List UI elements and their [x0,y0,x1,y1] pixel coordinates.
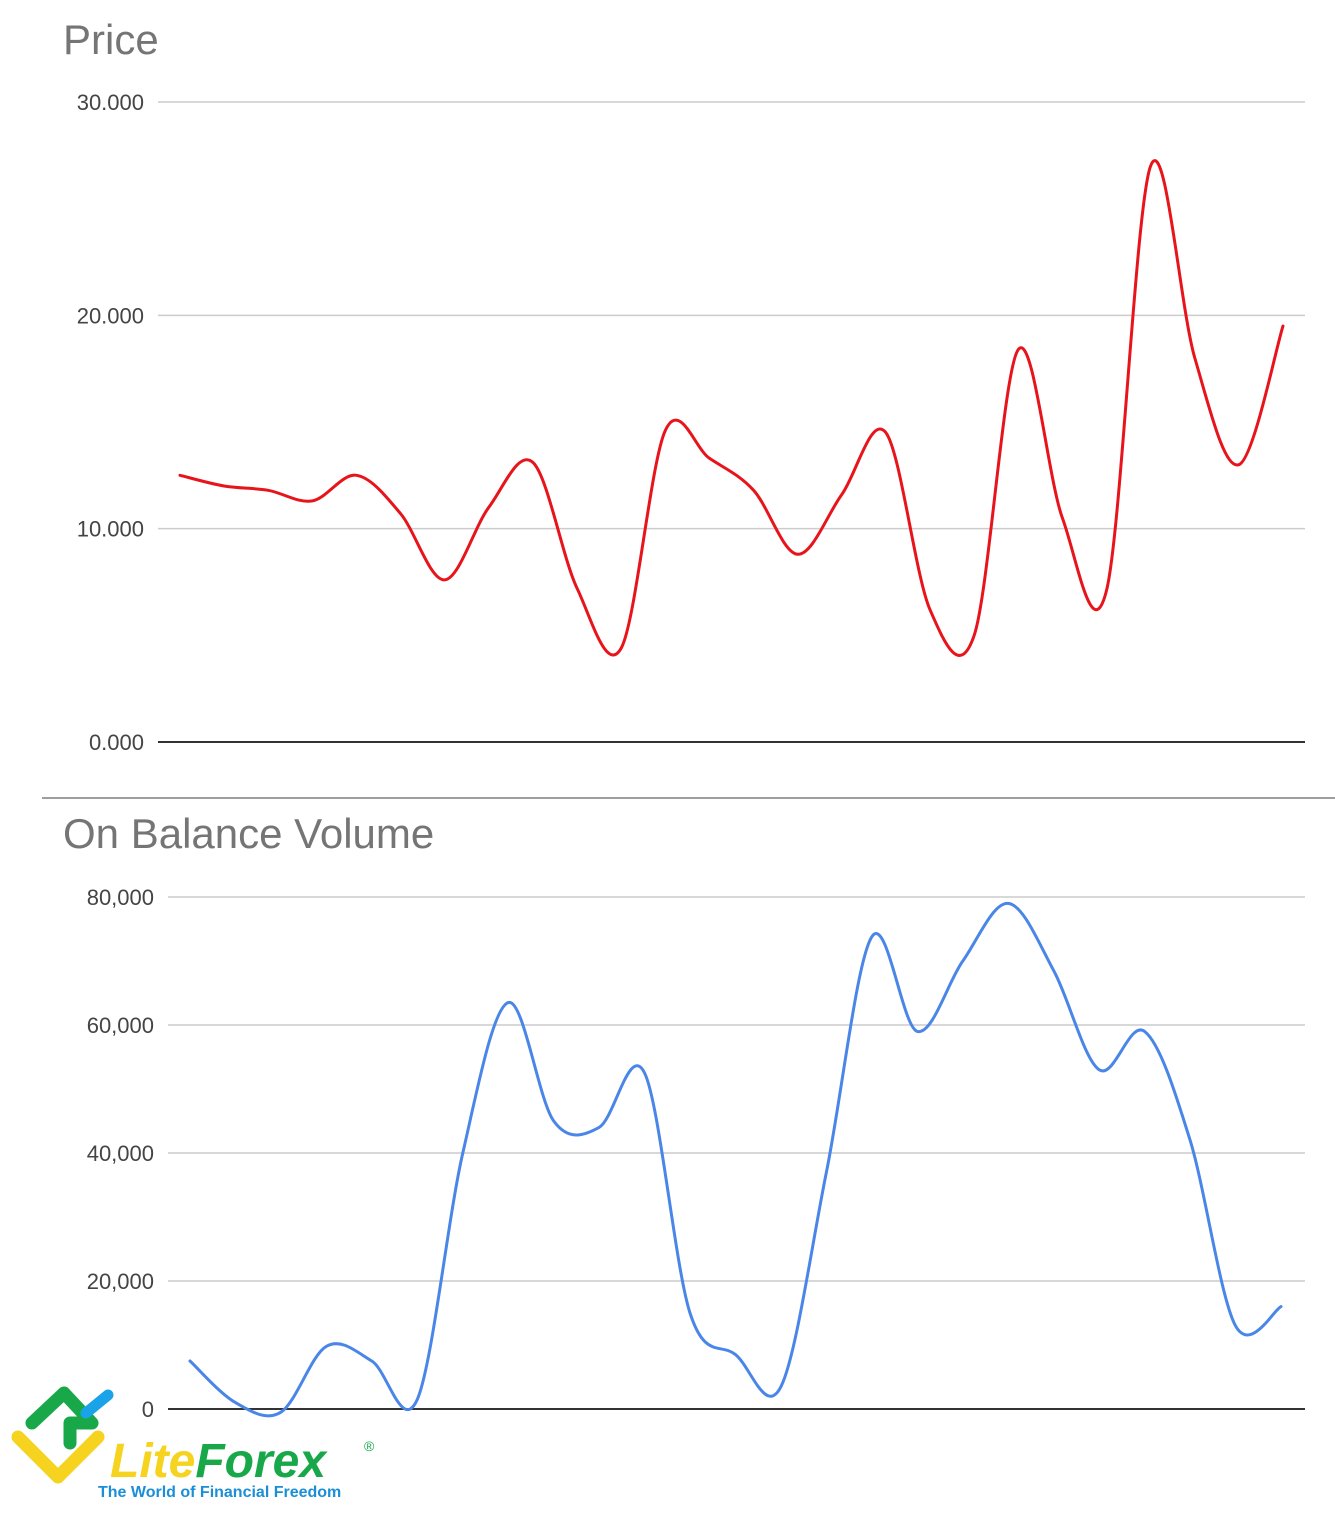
y-tick-label: 0.000 [89,730,144,755]
logo-tagline: The World of Financial Freedom [98,1484,341,1501]
y-tick-label: 0 [142,1397,154,1422]
obv-line [188,901,1283,1418]
logo-mark-icon [11,1386,114,1484]
logo-brand-part1: Lite [110,1435,195,1488]
y-tick-label: 20,000 [87,1269,154,1294]
chart-divider [42,797,1335,799]
logo-registered: ® [364,1438,375,1454]
liteforex-logo: LiteForex ® The World of Financial Freed… [11,1386,375,1501]
y-tick-label: 10.000 [77,517,144,542]
price-line [178,159,1285,657]
svg-text:LiteForex: LiteForex [110,1435,328,1488]
price-chart-title: Price [63,16,159,63]
y-tick-label: 20.000 [77,303,144,328]
logo-brand-part2: Forex [195,1435,328,1488]
y-tick-label: 80,000 [87,885,154,910]
y-tick-label: 30.000 [77,90,144,115]
y-tick-label: 60,000 [87,1013,154,1038]
y-tick-label: 40,000 [87,1141,154,1166]
obv-chart-title: On Balance Volume [63,810,435,857]
